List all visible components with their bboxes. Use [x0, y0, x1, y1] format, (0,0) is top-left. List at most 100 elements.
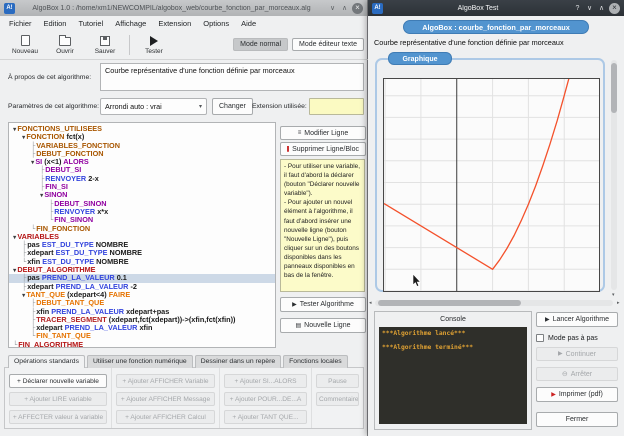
vertical-scrollbar[interactable]: [611, 60, 617, 290]
code-token: PREND_LA_VALEUR: [51, 306, 127, 316]
ops-button: Pause: [316, 374, 359, 388]
menu-tutoriel[interactable]: Tutoriel: [78, 19, 104, 28]
menu-edition[interactable]: Edition: [43, 19, 67, 28]
change-params-button[interactable]: Changer: [212, 98, 253, 115]
vertical-scrollbar-thumb[interactable]: [611, 63, 617, 113]
code-token: xdepart: [27, 281, 56, 291]
ops-button: + AFFECTER valeur à variable: [9, 410, 107, 424]
tree-line[interactable]: ├VARIABLES_FONCTION: [9, 141, 275, 150]
scroll-left-icon[interactable]: ◂: [369, 300, 372, 306]
tab-utiliser-une-fonction-num-rique[interactable]: Utiliser une fonction numérique: [87, 355, 193, 368]
tree-line[interactable]: ├RENVOYER 2-x: [9, 173, 275, 183]
main-window-title: AlgoBox 1.0 : /home/xm1/NEWCOMPIL/algobo…: [32, 4, 311, 12]
print-pdf-button[interactable]: ▶ Imprimer (pdf): [536, 387, 618, 402]
close-icon[interactable]: ×: [609, 2, 620, 14]
help-text: - Pour utiliser une variable, il faut d'…: [280, 159, 365, 292]
code-token: 2-x: [88, 173, 99, 183]
tree-line[interactable]: ▼SI (x<1) ALORS: [9, 157, 275, 167]
help-icon[interactable]: ?: [575, 4, 580, 12]
tree-line[interactable]: └FIN_ALGORITHME: [9, 340, 275, 347]
run-algorithm-button[interactable]: ▶ Lancer Algorithme: [536, 312, 618, 327]
tree-line[interactable]: ├DEBUT_TANT_QUE: [9, 299, 275, 308]
modify-line-button[interactable]: ≡ Modifier Ligne: [280, 126, 366, 140]
tree-connector: ├: [49, 199, 54, 208]
tree-line[interactable]: ▼FONCTIONS_UTILISEES: [9, 124, 275, 133]
code-token: DEBUT_ALGORITHME: [17, 265, 96, 275]
step-mode-checkbox[interactable]: [536, 334, 544, 342]
play-icon: ▶: [558, 351, 563, 357]
collapse-arrow-icon: ▼: [13, 234, 17, 241]
save-button[interactable]: Sauver: [85, 35, 125, 55]
minimize-icon[interactable]: ∨: [329, 5, 336, 12]
tree-line[interactable]: ├xdepart EST_DU_TYPE NOMBRE: [9, 248, 275, 258]
about-label: À propos de cet algorithme:: [8, 74, 92, 81]
tree-line[interactable]: ├xdepart PREND_LA_VALEUR xfin: [9, 323, 275, 333]
scroll-right-icon[interactable]: ▸: [617, 300, 620, 306]
mode-text-editor-button[interactable]: Mode éditeur texte: [292, 38, 364, 51]
tab-dessiner-dans-un-rep-re[interactable]: Dessiner dans un repère: [194, 355, 282, 368]
tree-line[interactable]: └FIN_FONCTION: [9, 224, 275, 233]
menu-extension[interactable]: Extension: [158, 19, 192, 28]
menu-fichier[interactable]: Fichier: [9, 19, 32, 28]
tree-line[interactable]: ├pas EST_DU_TYPE NOMBRE: [9, 241, 275, 250]
params-select[interactable]: Arrondi auto : vrai ▾: [100, 98, 207, 115]
extension-field[interactable]: [309, 98, 364, 115]
modify-line-label: Modifier Ligne: [304, 129, 349, 137]
minimize-icon[interactable]: ∨: [586, 5, 593, 12]
main-window-titlebar[interactable]: A! AlgoBox 1.0 : /home/xm1/NEWCOMPIL/alg…: [0, 0, 367, 16]
horizontal-scrollbar-thumb[interactable]: [378, 300, 521, 306]
scroll-down-icon[interactable]: ▾: [612, 292, 615, 298]
code-token: ALORS: [63, 157, 89, 167]
code-token: PREND_LA_VALEUR: [64, 323, 140, 333]
graph-canvas[interactable]: [383, 76, 600, 292]
menu-aide[interactable]: Aide: [241, 19, 257, 28]
tree-line[interactable]: ├xdepart PREND_LA_VALEUR -2: [9, 281, 275, 291]
test-button[interactable]: Tester: [134, 35, 174, 55]
algobox-main-window: A! AlgoBox 1.0 : /home/xm1/NEWCOMPIL/alg…: [0, 0, 368, 436]
continue-button: ▶ Continuer: [536, 347, 618, 361]
maximize-icon[interactable]: ∧: [598, 5, 605, 12]
tree-line[interactable]: ├RENVOYER x*x: [9, 206, 275, 216]
tree-line[interactable]: ├TRACER_SEGMENT (xdepart,fct(xdepart))->…: [9, 315, 275, 324]
tree-line[interactable]: ▼VARIABLES: [9, 232, 275, 241]
play-icon: ▶: [292, 301, 297, 308]
tree-line[interactable]: └xfin EST_DU_TYPE NOMBRE: [9, 257, 275, 266]
about-textbox[interactable]: Courbe représentative d'une fonction déf…: [100, 63, 364, 91]
test-algorithm-button[interactable]: ▶ Tester Algorithme: [280, 297, 366, 312]
tab-fonctions-locales[interactable]: Fonctions locales: [283, 355, 348, 368]
test-window-titlebar[interactable]: A! AlgoBox Test ? ∨ ∧ ×: [368, 0, 624, 16]
code-token: FONCTIONS_UTILISEES: [17, 124, 103, 133]
tree-line[interactable]: ├DEBUT_SINON: [9, 198, 275, 208]
code-token: DEBUT_SINON: [54, 198, 107, 208]
tree-line[interactable]: ├pas PREND_LA_VALEUR 0.1: [9, 274, 275, 283]
open-button[interactable]: Ouvrir: [45, 35, 85, 55]
maximize-icon[interactable]: ∧: [341, 5, 348, 12]
close-icon[interactable]: ×: [352, 2, 363, 14]
new-line-button[interactable]: ▤ Nouvelle Ligne: [280, 318, 366, 333]
menu-options[interactable]: Options: [203, 19, 230, 28]
code-token: EST_DU_TYPE: [55, 248, 110, 258]
tree-line[interactable]: ├DEBUT_FONCTION: [9, 149, 275, 158]
new-button[interactable]: Nouveau: [5, 35, 45, 55]
step-mode-row[interactable]: Mode pas à pas: [536, 334, 598, 342]
tree-line[interactable]: ▼FONCTION fct(x): [9, 133, 275, 142]
chevron-down-icon: ▾: [198, 104, 202, 110]
mode-normal-button[interactable]: Mode normal: [233, 38, 289, 51]
tree-line[interactable]: ▼SINON: [9, 191, 275, 200]
menu-affichage[interactable]: Affichage: [115, 19, 147, 28]
tree-line[interactable]: ├DEBUT_SI: [9, 166, 275, 175]
horizontal-scrollbar[interactable]: [375, 300, 613, 306]
tree-line[interactable]: ▼DEBUT_ALGORITHME: [9, 265, 275, 275]
ops-button[interactable]: + Déclarer nouvelle variable: [9, 374, 107, 388]
tree-line[interactable]: └FIN_TANT_QUE: [9, 332, 275, 341]
mouse-cursor: [412, 274, 422, 287]
tree-line[interactable]: └FIN_SINON: [9, 216, 275, 225]
tree-line[interactable]: ▼TANT_QUE (xdepart<4) FAIRE: [9, 290, 275, 299]
print-label: Imprimer (pdf): [558, 391, 603, 398]
delete-line-button[interactable]: Supprimer Ligne/Bloc: [280, 142, 366, 156]
close-test-button[interactable]: Fermer: [536, 412, 618, 427]
tab-op-rations-standards[interactable]: Opérations standards: [8, 355, 85, 368]
tree-line[interactable]: ├xfin PREND_LA_VALEUR xdepart+pas: [9, 306, 275, 316]
tree-line[interactable]: ├FIN_SI: [9, 182, 275, 191]
code-token: RENVOYER: [54, 206, 98, 216]
